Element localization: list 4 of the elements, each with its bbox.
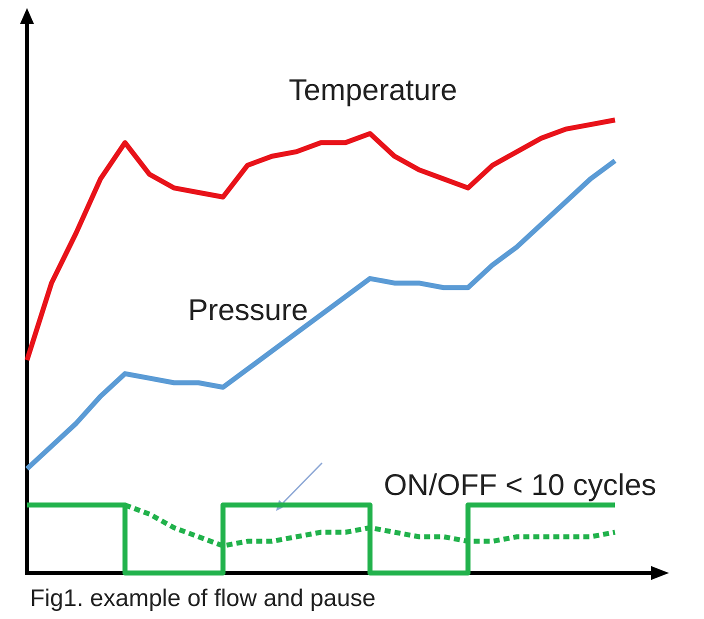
caption: Fig1. example of flow and pause — [30, 585, 376, 612]
series-label: Temperature — [288, 74, 458, 107]
annotation: ON/OFF < 10 cycles — [384, 469, 656, 502]
series-label: Pressure — [188, 294, 308, 327]
